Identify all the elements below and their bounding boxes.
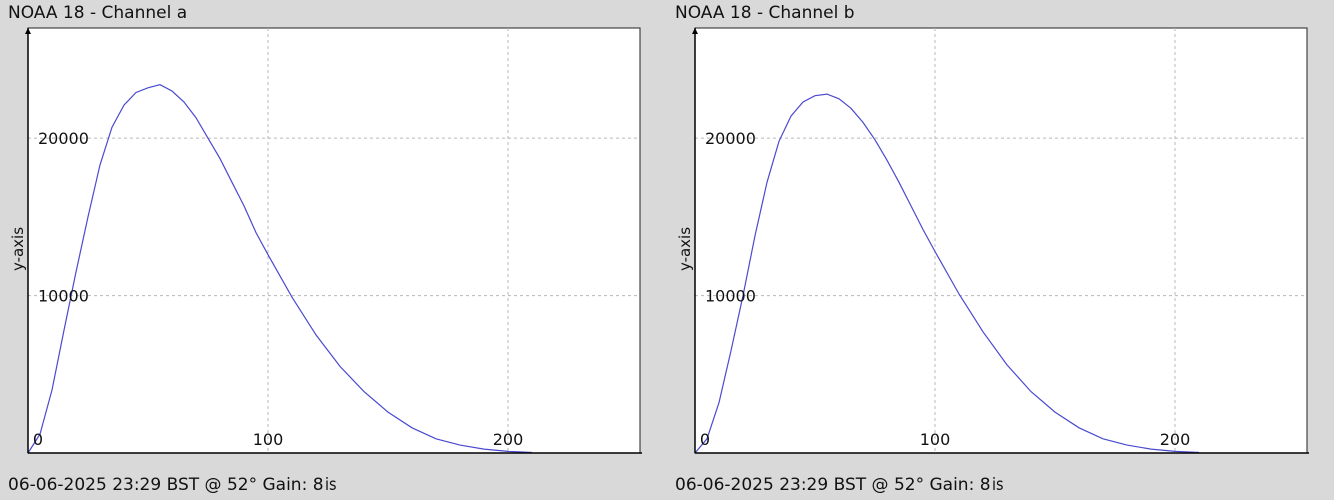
y-axis-arrow [692, 28, 698, 34]
y-tick-label: 10000 [38, 287, 89, 306]
chart-title: NOAA 18 - Channel b [675, 3, 855, 23]
plot-area [27, 27, 641, 454]
status-footer: 06-06-2025 23:29 BST @ 52° Gain: 8is [8, 475, 337, 495]
plot-area [694, 27, 1308, 454]
y-axis-label: y-axis [676, 226, 694, 272]
x-tick-label: 100 [253, 430, 284, 449]
line-chart-channel-a: 0 100 200 10000 20000 [25, 27, 642, 454]
line-chart-channel-b: 0 100 200 10000 20000 [692, 27, 1309, 454]
status-footer: 06-06-2025 23:29 BST @ 52° Gain: 8is [675, 475, 1004, 495]
x-tick-label: 200 [493, 430, 524, 449]
chart-panel-channel-a: NOAA 18 - Channel a 0 100 200 10000 20000 y-… [8, 0, 648, 500]
x-tick-label: 100 [920, 430, 951, 449]
y-axis-arrow [25, 28, 31, 34]
x-tick-label: 200 [1160, 430, 1191, 449]
y-tick-label: 10000 [705, 287, 756, 306]
chart-title: NOAA 18 - Channel a [8, 3, 188, 23]
status-footer-text: 06-06-2025 23:29 BST @ 52° Gain: 8 [8, 475, 324, 495]
series-line [27, 84, 533, 454]
status-footer-mark: is [324, 475, 337, 495]
y-axis-label: y-axis [9, 226, 27, 272]
x-tick-label: 0 [700, 430, 710, 449]
x-tick-label: 0 [33, 430, 43, 449]
y-tick-label: 20000 [38, 129, 89, 148]
status-footer-text: 06-06-2025 23:29 BST @ 52° Gain: 8 [675, 475, 991, 495]
chart-panel-channel-b: NOAA 18 - Channel b 0 100 200 10000 20000 y-… [675, 0, 1315, 500]
y-tick-label: 20000 [705, 129, 756, 148]
status-footer-mark: is [991, 475, 1004, 495]
series-line [694, 93, 1200, 454]
